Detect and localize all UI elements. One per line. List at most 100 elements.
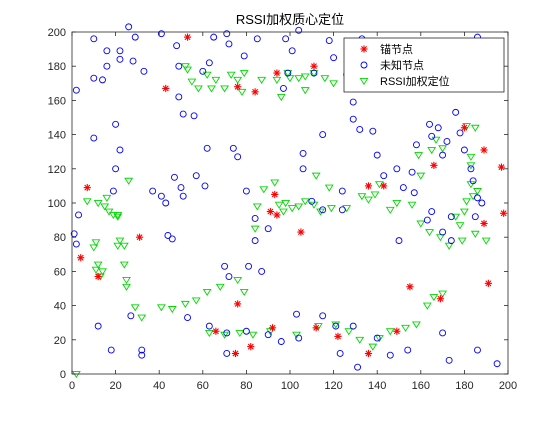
data-point [425,229,434,237]
data-point [171,173,178,181]
data-point [135,233,144,241]
data-point [319,312,327,320]
data-point [100,203,110,211]
data-point [264,225,272,233]
data-point [319,206,327,214]
data-point [124,177,134,185]
data-point [349,98,357,106]
data-point [223,329,231,337]
data-point [149,187,157,195]
data-point [90,134,98,142]
data-point [175,93,183,101]
legend-marker [360,45,368,53]
data-point [344,328,354,336]
data-point [180,63,190,71]
data-point [294,75,304,83]
legend-box [343,37,505,93]
data-point [168,235,176,243]
data-point [280,84,287,92]
data-point [364,196,373,204]
data-point [478,199,486,207]
data-point [416,172,426,180]
data-point [428,132,436,140]
data-point [138,351,146,359]
data-point [460,146,468,154]
data-point [336,350,344,357]
data-point [223,30,231,38]
data-point [282,35,290,43]
y-tick-label: 200 [48,27,66,39]
data-point [245,262,253,270]
data-point [201,182,209,190]
data-point [456,129,464,137]
data-point [309,70,319,78]
data-point [349,115,357,123]
y-tick-label: 60 [54,266,66,278]
data-point [429,294,439,302]
data-point [428,208,436,216]
legend-label: 锚节点 [380,42,413,56]
data-point [338,206,346,214]
x-tick-label: 160 [412,380,430,392]
data-point [271,190,279,199]
data-point [484,279,492,287]
data-point [93,200,103,208]
data-point [234,153,242,161]
data-point [122,276,131,285]
data-point [455,222,465,230]
data-point [295,334,303,342]
y-tick-label: 160 [48,95,66,107]
data-point [410,189,418,197]
data-point [202,71,212,79]
x-tick-label: 80 [240,380,252,392]
data-point [370,191,380,199]
data-point [357,193,367,201]
data-point [466,162,476,170]
x-tick-label: 120 [324,380,342,392]
data-point [272,76,282,84]
data-point [439,329,447,337]
data-point [258,267,266,275]
data-point [460,124,468,132]
data-point [127,312,135,320]
data-point [277,338,285,345]
data-point [320,75,330,83]
data-point [70,230,78,238]
x-tick-label: 180 [455,380,473,392]
data-point [408,168,416,176]
data-point [497,163,506,171]
data-point [179,192,187,200]
data-point [156,304,166,312]
data-point [157,30,165,38]
y-tick-label: 0 [60,369,66,381]
data-point [327,205,336,213]
data-point [220,331,230,339]
y-tick-label: 80 [54,232,66,244]
data-point [466,153,476,161]
data-point [183,33,192,41]
data-point [293,310,300,318]
data-point [183,66,192,74]
data-point [233,76,243,84]
data-point [310,62,318,70]
data-point [395,237,403,245]
data-point [393,327,401,335]
data-point [129,57,137,65]
data-point [82,198,92,206]
data-point [462,198,471,206]
data-point [179,110,187,118]
legend-label: 未知节点 [380,58,424,72]
data-point [191,297,201,305]
data-point [459,208,469,216]
data-point [300,198,310,206]
data-point [386,351,394,359]
data-point [295,26,303,34]
x-tick-label: 20 [109,380,121,392]
data-point [268,324,277,332]
x-tick-label: 40 [153,380,165,392]
data-point [250,225,260,233]
data-point [300,73,310,81]
y-tick-label: 100 [48,198,66,210]
data-point [374,181,384,189]
